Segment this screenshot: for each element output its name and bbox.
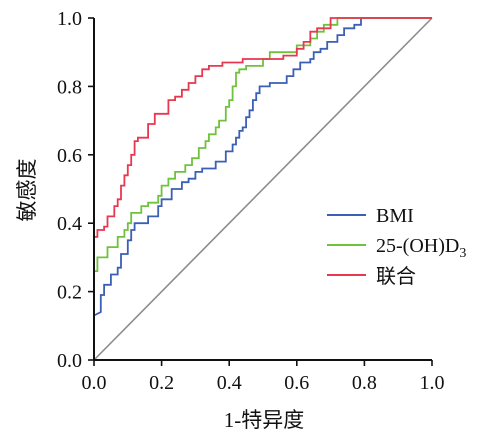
y-tick-label-0: 0.0 xyxy=(57,350,82,372)
x-tick-label-1: 0.2 xyxy=(149,372,174,394)
plot-area: 0.0 0.2 0.4 0.6 0.8 1.0 0.0 0.2 0.4 0.6 0.8 1.0 xyxy=(57,8,445,394)
legend-label-combined-main: 联合 xyxy=(376,265,416,288)
legend-label-25ohd3-main: 25-(OH)D xyxy=(376,235,459,257)
legend-label-25ohd3-subscript: 3 xyxy=(459,246,466,261)
y-tick-label-1: 0.2 xyxy=(57,282,82,304)
legend-label-25ohd3: 25-(OH)D3 xyxy=(376,235,466,261)
x-axis-title: 1-特异度 xyxy=(224,408,305,432)
legend-label-bmi-main: BMI xyxy=(376,205,414,227)
series-line-2 xyxy=(93,17,432,360)
y-tick-label-4: 0.8 xyxy=(57,76,82,98)
y-tick-label-5: 1.0 xyxy=(57,8,82,30)
x-tick-label-4: 0.8 xyxy=(352,372,377,394)
x-tick-label-3: 0.6 xyxy=(284,372,309,394)
reference-diagonal-line xyxy=(93,17,433,361)
y-axis-title: 敏感度 xyxy=(15,159,39,222)
x-tick-label-2: 0.4 xyxy=(217,372,242,394)
series-line-1 xyxy=(93,17,432,360)
x-tick-label-0: 0.0 xyxy=(82,372,107,394)
y-tick-label-2: 0.4 xyxy=(57,213,82,235)
y-tick-label-3: 0.6 xyxy=(57,145,82,167)
legend: BMI 25-(OH)D3 联合 xyxy=(327,205,466,288)
series-line-0 xyxy=(93,17,432,360)
legend-label-bmi: BMI xyxy=(376,205,414,227)
legend-label-combined: 联合 xyxy=(376,265,416,288)
x-tick-label-5: 1.0 xyxy=(420,372,445,394)
